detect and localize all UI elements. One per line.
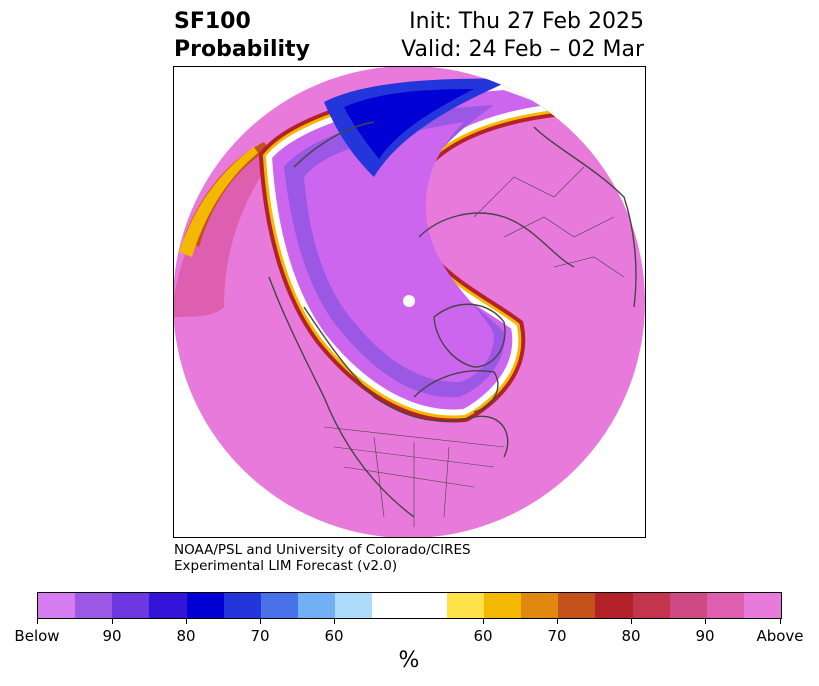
credit-line-2: Experimental LIM Forecast (v2.0) <box>174 558 398 574</box>
eurasia-north-coast <box>418 212 575 268</box>
west-coast <box>268 276 415 518</box>
colorbar-segment <box>38 593 76 618</box>
colorbar-tick-label: 90 <box>102 627 122 645</box>
colorbar-segment <box>558 593 596 618</box>
asia-east-coast <box>533 126 637 308</box>
credit-line-1: NOAA/PSL and University of Colorado/CIRE… <box>174 542 471 558</box>
colorbar-segment <box>75 593 113 618</box>
colorbar <box>37 592 782 619</box>
colorbar-tick <box>557 618 558 624</box>
pole-marker <box>403 295 415 307</box>
colorbar-segment <box>483 593 522 618</box>
colorbar-segment <box>112 593 150 618</box>
colorbar-tick-label: 90 <box>695 627 715 645</box>
colorbar-tick-label: 80 <box>621 627 641 645</box>
colorbar-segment <box>372 593 410 618</box>
pacific-above-band <box>174 147 274 317</box>
polar-map <box>173 66 646 538</box>
colorbar-tick-label: 70 <box>250 627 270 645</box>
map-svg <box>174 67 645 537</box>
colorbar-tick <box>37 618 38 624</box>
colorbar-segment <box>669 593 707 618</box>
pacific-yellow-band <box>179 147 258 257</box>
colorbar-tick <box>334 618 335 624</box>
below-core <box>304 122 494 383</box>
colorbar-tick-label: 70 <box>547 627 567 645</box>
title-field: SF100 <box>174 9 251 34</box>
colorbar-segment <box>521 593 559 618</box>
colorbar-tick-label: 60 <box>473 627 493 645</box>
colorbar-segment <box>223 593 261 618</box>
coastlines <box>268 121 637 518</box>
colorbar-segment <box>335 593 373 618</box>
colorbar-tick-label: Below <box>14 627 60 645</box>
border-line <box>473 166 585 218</box>
colorbar-tick <box>112 618 113 624</box>
init-date: Init: Thu 27 Feb 2025 <box>409 9 644 34</box>
colorbar-segment <box>706 593 744 618</box>
title-type: Probability <box>174 37 310 62</box>
colorbar-segment <box>595 593 633 618</box>
colorbar-segment <box>298 593 336 618</box>
colorbar-segment <box>446 593 484 618</box>
deep-blue-core <box>344 89 474 159</box>
colorbar-tick <box>705 618 706 624</box>
colorbar-tick <box>780 618 781 624</box>
greenland <box>433 303 506 368</box>
colorbar-tick-label: 80 <box>176 627 196 645</box>
border-line <box>553 256 625 278</box>
colorbar-segment <box>149 593 187 618</box>
border-line <box>443 446 450 518</box>
border-line <box>343 466 475 488</box>
colorbar-tick <box>483 618 484 624</box>
colorbar-segment <box>743 593 782 618</box>
alaska-coast <box>293 121 375 168</box>
valid-period: Valid: 24 Feb – 02 Mar <box>401 37 644 62</box>
credit-text: NOAA/PSL and University of Colorado/CIRE… <box>174 542 471 574</box>
colorbar-tick-label: Above <box>756 627 804 645</box>
colorbar-tick <box>631 618 632 624</box>
border-line <box>323 426 505 448</box>
colorbar-tick-label: 60 <box>324 627 344 645</box>
border-line <box>373 436 385 518</box>
borders <box>323 166 625 527</box>
colorbar-tick <box>260 618 261 624</box>
hudson-bay <box>413 370 499 413</box>
border-line <box>503 216 615 238</box>
map-title: SF100 Probability <box>174 8 310 64</box>
colorbar-segment <box>409 593 447 618</box>
colorbar-segment <box>632 593 670 618</box>
colorbar-unit: % <box>398 648 420 673</box>
colorbar-segment <box>186 593 224 618</box>
colorbar-tick <box>186 618 187 624</box>
probability-field <box>174 67 645 537</box>
colorbar-segment <box>260 593 299 618</box>
north-america-coast <box>303 306 509 458</box>
forecast-dates: Init: Thu 27 Feb 2025 Valid: 24 Feb – 02… <box>401 8 644 64</box>
